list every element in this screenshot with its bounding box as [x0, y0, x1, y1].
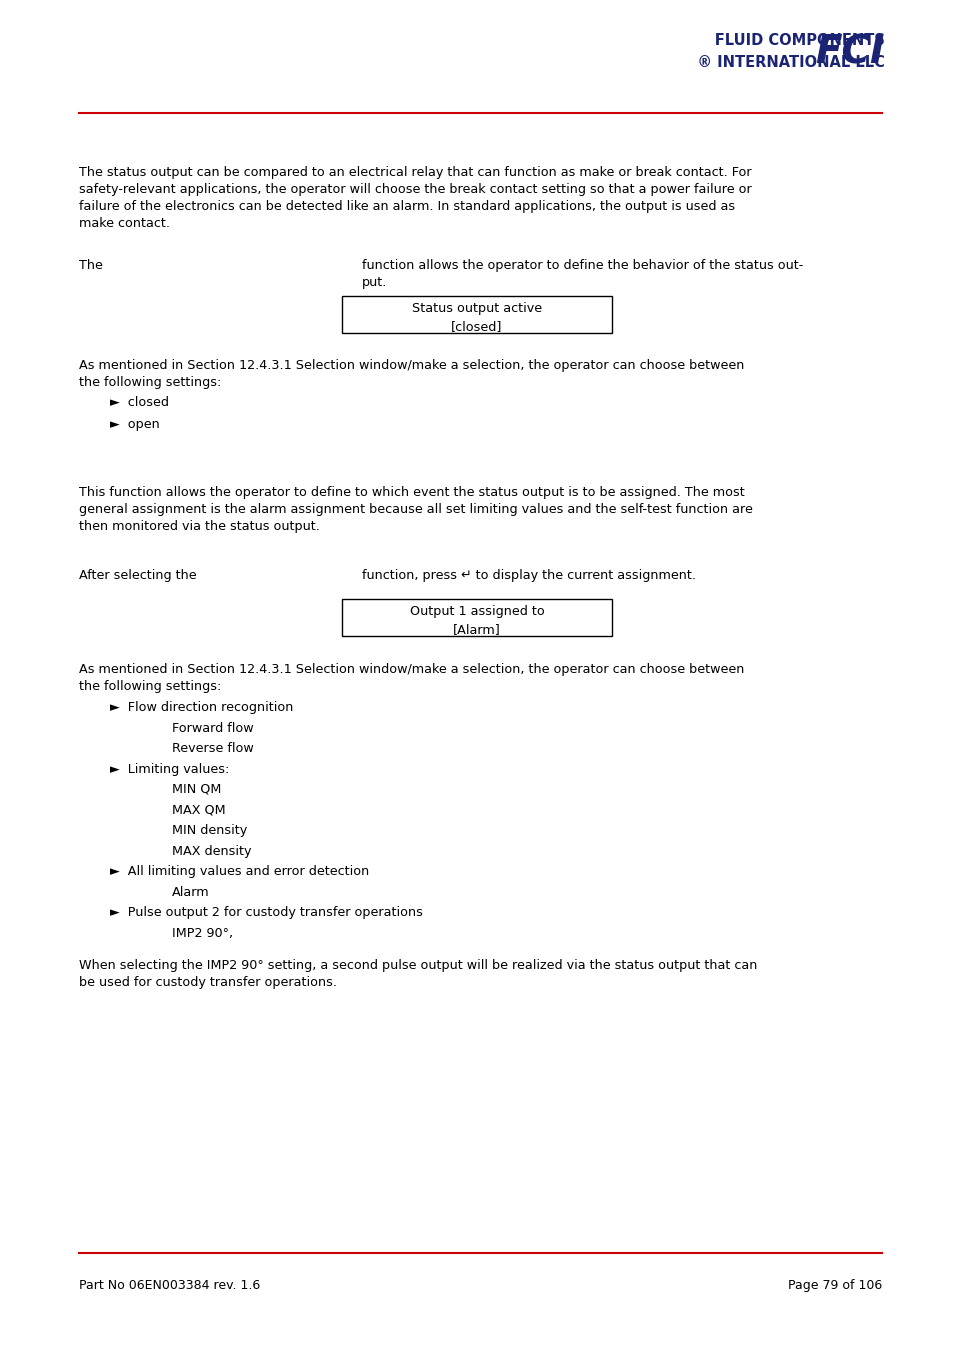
Text: After selecting the: After selecting the	[79, 569, 196, 582]
Text: FCI: FCI	[815, 32, 884, 72]
Text: As mentioned in Section 12.4.3.1 Selection window/make a selection, the operator: As mentioned in Section 12.4.3.1 Selecti…	[79, 359, 743, 389]
Text: When selecting the IMP2 90° setting, a second pulse output will be realized via : When selecting the IMP2 90° setting, a s…	[79, 959, 757, 989]
Text: ® INTERNATIONAL LLC: ® INTERNATIONAL LLC	[681, 55, 884, 70]
Text: [closed]: [closed]	[451, 320, 502, 332]
Text: Part No 06EN003384 rev. 1.6: Part No 06EN003384 rev. 1.6	[79, 1279, 260, 1292]
Text: Status output active: Status output active	[412, 303, 541, 315]
Text: MAX density: MAX density	[172, 844, 252, 858]
Text: ►  Pulse output 2 for custody transfer operations: ► Pulse output 2 for custody transfer op…	[110, 907, 422, 919]
Text: This function allows the operator to define to which event the status output is : This function allows the operator to def…	[79, 486, 752, 534]
Text: [Alarm]: [Alarm]	[453, 623, 500, 636]
Text: As mentioned in Section 12.4.3.1 Selection window/make a selection, the operator: As mentioned in Section 12.4.3.1 Selecti…	[79, 663, 743, 693]
Text: ►  open: ► open	[110, 417, 159, 431]
Text: ►  All limiting values and error detection: ► All limiting values and error detectio…	[110, 865, 369, 878]
Text: Output 1 assigned to: Output 1 assigned to	[409, 605, 544, 617]
Text: ►  closed: ► closed	[110, 396, 169, 409]
Text: MAX QM: MAX QM	[172, 804, 226, 816]
Text: function allows the operator to define the behavior of the status out-
put.: function allows the operator to define t…	[361, 259, 802, 289]
Text: ►  Limiting values:: ► Limiting values:	[110, 762, 229, 775]
Text: FLUID COMPONENTS: FLUID COMPONENTS	[683, 32, 884, 49]
Text: Forward flow: Forward flow	[172, 721, 253, 735]
Bar	[341, 598, 612, 636]
Bar	[341, 296, 612, 332]
Text: The: The	[79, 259, 103, 272]
Text: MIN density: MIN density	[172, 824, 247, 838]
Text: The status output can be compared to an electrical relay that can function as ma: The status output can be compared to an …	[79, 166, 751, 230]
Text: ►  Flow direction recognition: ► Flow direction recognition	[110, 701, 294, 713]
Text: IMP2 90°,: IMP2 90°,	[172, 927, 233, 939]
Text: Alarm: Alarm	[172, 885, 210, 898]
Text: MIN QM: MIN QM	[172, 784, 221, 796]
Text: Page 79 of 106: Page 79 of 106	[787, 1279, 882, 1292]
Text: Reverse flow: Reverse flow	[172, 742, 253, 755]
Text: function, press ↵ to display the current assignment.: function, press ↵ to display the current…	[361, 569, 696, 582]
